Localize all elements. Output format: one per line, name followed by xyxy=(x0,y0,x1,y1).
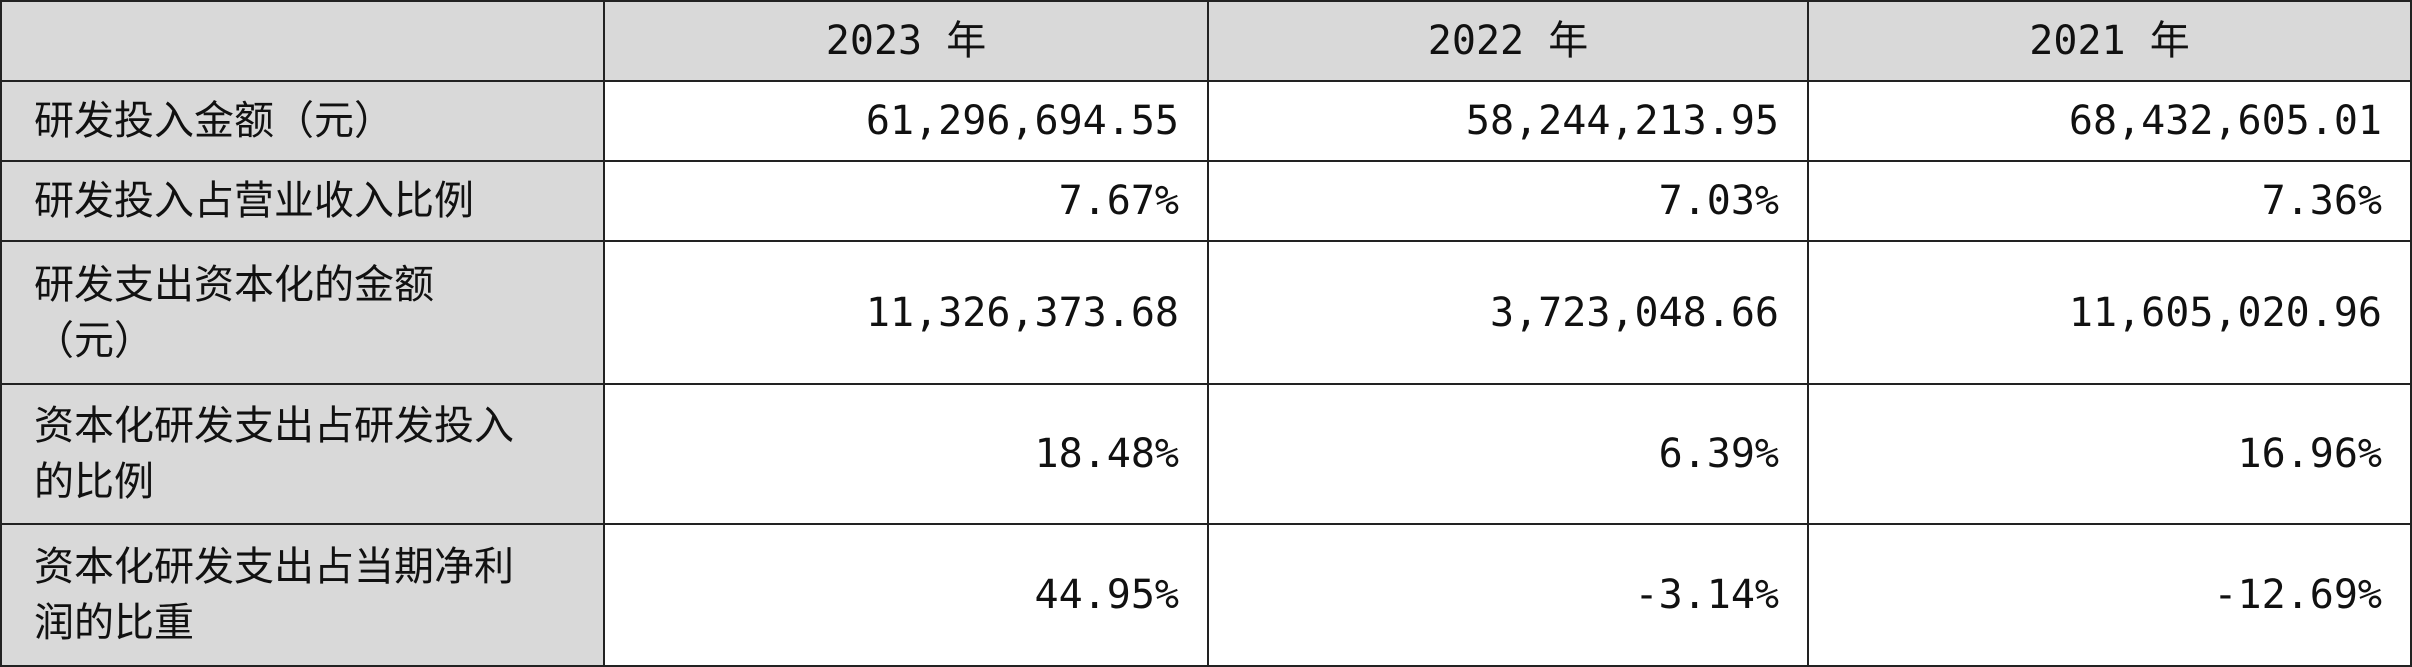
header-row: 2023 年 2022 年 2021 年 xyxy=(0,0,2412,82)
table-row: 研发投入占营业收入比例 7.67% 7.03% 7.36% xyxy=(0,160,2412,242)
label-line: （元） xyxy=(34,317,154,364)
value-cell: 16.96% xyxy=(1807,383,2412,525)
label-line: 资本化研发支出占当期净利 xyxy=(34,544,514,590)
value-cell: -12.69% xyxy=(1807,523,2412,667)
value-cell: 7.36% xyxy=(1807,160,2412,242)
table-row: 资本化研发支出占当期净利 润的比重 44.95% -3.14% -12.69% xyxy=(0,523,2412,667)
table-row: 资本化研发支出占研发投入 的比例 18.48% 6.39% 16.96% xyxy=(0,383,2412,525)
value-cell: 3,723,048.66 xyxy=(1207,240,1809,385)
value-cell: 44.95% xyxy=(603,523,1209,667)
column-header: 2023 年 xyxy=(603,0,1209,82)
table-body: 研发投入金额（元） 61,296,694.55 58,244,213.95 68,43… xyxy=(0,80,2412,667)
corner-cell xyxy=(0,0,605,82)
value-cell: 58,244,213.95 xyxy=(1207,80,1809,162)
row-label: 研发投入金额（元） xyxy=(0,80,605,162)
value-cell: 68,432,605.01 xyxy=(1807,80,2412,162)
label-line: 润的比重 xyxy=(34,600,194,646)
value-cell: 18.48% xyxy=(603,383,1209,525)
column-header: 2022 年 xyxy=(1207,0,1809,82)
value-cell: 7.67% xyxy=(603,160,1209,242)
column-header: 2021 年 xyxy=(1807,0,2412,82)
value-cell: 11,326,373.68 xyxy=(603,240,1209,385)
value-cell: 7.03% xyxy=(1207,160,1809,242)
label-line: 的比例 xyxy=(34,459,154,505)
row-label: 资本化研发支出占研发投入 的比例 xyxy=(0,383,605,525)
value-cell: 61,296,694.55 xyxy=(603,80,1209,162)
label-line: 研发支出资本化的金额 xyxy=(34,261,434,308)
table-row: 研发投入金额（元） 61,296,694.55 58,244,213.95 68,43… xyxy=(0,80,2412,162)
label-line: 研发投入占营业收入比例 xyxy=(34,178,474,224)
value-cell: 6.39% xyxy=(1207,383,1809,525)
label-line: 研发投入金额（元） xyxy=(34,98,394,144)
row-label: 研发投入占营业收入比例 xyxy=(0,160,605,242)
table-row: 研发支出资本化的金额 （元） 11,326,373.68 3,723,048.66 11… xyxy=(0,240,2412,385)
label-line: 资本化研发支出占研发投入 xyxy=(34,403,514,449)
value-cell: 11,605,020.96 xyxy=(1807,240,2412,385)
row-label: 研发支出资本化的金额 （元） xyxy=(0,240,605,385)
value-cell: -3.14% xyxy=(1207,523,1809,667)
row-label: 资本化研发支出占当期净利 润的比重 xyxy=(0,523,605,667)
